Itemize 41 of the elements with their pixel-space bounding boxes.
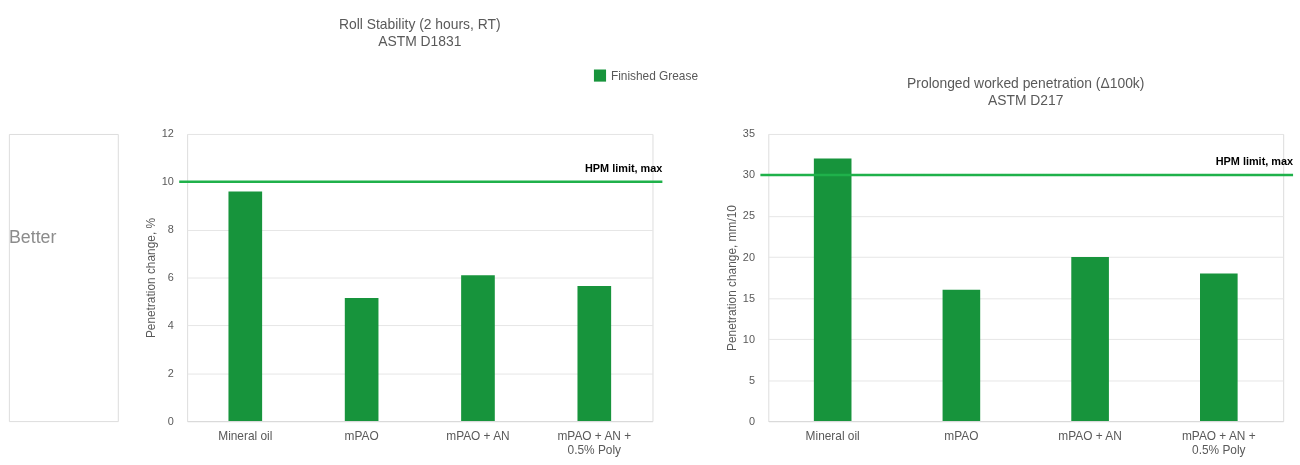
y-tick-label: 0 bbox=[167, 414, 174, 427]
x-tick-label: mPAO bbox=[344, 429, 379, 444]
bar bbox=[1071, 257, 1109, 422]
bar bbox=[228, 191, 263, 422]
y-tick-label: 25 bbox=[742, 209, 755, 222]
y-tick-label: 12 bbox=[161, 127, 174, 140]
ref-line-label: HPM limit, max bbox=[1215, 155, 1294, 168]
y-tick-label: 4 bbox=[167, 318, 174, 331]
x-tick-label: Mineral oil bbox=[218, 429, 273, 444]
y-tick-label: 8 bbox=[167, 223, 174, 236]
text: Better bbox=[8, 226, 57, 247]
x-tick-label: Mineral oil bbox=[805, 429, 860, 444]
y-tick-label: 15 bbox=[742, 291, 755, 304]
x-tick-label: mPAO + AN bbox=[446, 429, 510, 444]
y-axis-title: Penetration change, mm/10 bbox=[724, 204, 739, 351]
x-tick-label: mPAO + AN + 0.5% Poly bbox=[557, 429, 632, 458]
x-tick-label: mPAO bbox=[944, 429, 979, 444]
bar bbox=[813, 158, 852, 422]
y-tick-label: 2 bbox=[167, 366, 174, 379]
bar bbox=[577, 285, 612, 422]
bar bbox=[1200, 273, 1238, 422]
y-tick-label: 5 bbox=[748, 373, 755, 386]
bar bbox=[461, 275, 495, 422]
bar bbox=[942, 289, 981, 422]
y-tick-label: 20 bbox=[742, 250, 755, 263]
ref-line-label: HPM limit, max bbox=[585, 161, 663, 174]
y-tick-label: 10 bbox=[742, 332, 755, 345]
y-tick-label: 10 bbox=[161, 175, 174, 188]
y-tick-label: 6 bbox=[167, 271, 174, 284]
y-axis-title: Penetration change, % bbox=[143, 217, 158, 339]
chart-title: Roll Stability (2 hours, RT) bbox=[339, 16, 501, 33]
bar bbox=[344, 297, 379, 422]
x-tick-label: mPAO + AN bbox=[1058, 429, 1122, 444]
legend-label: Finished Grease bbox=[610, 68, 699, 83]
y-tick-label: 30 bbox=[742, 168, 755, 181]
chart-subtitle: ASTM D217 bbox=[988, 92, 1064, 109]
chart-title: Prolonged worked penetration (Δ100k) bbox=[907, 75, 1145, 92]
chart-subtitle: ASTM D1831 bbox=[378, 32, 462, 49]
x-tick-label: mPAO + AN + 0.5% Poly bbox=[1181, 429, 1256, 458]
y-tick-label: 0 bbox=[748, 414, 755, 427]
y-tick-label: 35 bbox=[742, 127, 755, 140]
